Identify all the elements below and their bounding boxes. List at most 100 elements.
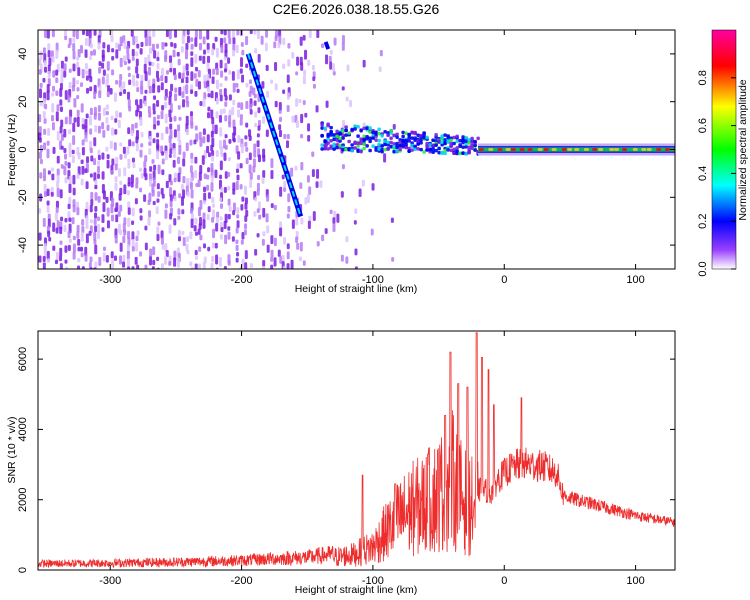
heatmap-cell [404,145,408,150]
heatmap-cell [467,148,471,152]
heatmap-cell [156,226,160,235]
heatmap-cell [50,50,54,58]
heatmap-cell [333,37,337,46]
heatmap-cell [68,68,72,73]
heatmap-cell [335,143,339,147]
heatmap-cell [50,167,54,172]
heatmap-cell [332,217,336,225]
heatmap-cell [218,114,222,123]
heatmap-cell [473,139,477,144]
heatmap-cell [122,146,126,154]
heatmap-cell [338,139,342,143]
heatmap-cell [126,250,130,260]
heatmap-cell [60,133,64,141]
heatmap-cell [127,72,131,78]
heatmap-cell [244,202,248,210]
heatmap-cell [497,148,503,151]
heatmap-cell [190,71,194,81]
heatmap-cell [140,85,144,95]
heatmap-cell [270,264,274,269]
heatmap-cell [256,30,260,40]
heatmap-cell [419,147,423,152]
spectrogram-y-tick-label: -40 [17,237,29,253]
heatmap-cell [144,89,148,94]
heatmap-cell [126,46,130,54]
heatmap-cell [85,70,89,75]
heatmap-cell [244,215,248,222]
heatmap-cell [110,251,114,259]
heatmap-cell [72,187,76,196]
heatmap-cell [93,30,97,36]
heatmap-cell [43,243,47,252]
heatmap-cell [335,129,339,134]
heatmap-cell [68,116,72,125]
heatmap-cell [199,234,203,241]
heatmap-cell [44,103,48,110]
heatmap-cell [407,149,411,153]
heatmap-cell [227,260,231,266]
heatmap-cell [126,244,130,254]
heatmap-cell [93,239,97,245]
heatmap-cell [249,30,253,35]
heatmap-cell [63,166,67,176]
heatmap-cell [410,148,414,152]
heatmap-cell [347,131,351,135]
heatmap-cell [152,30,156,38]
heatmap-cell [326,123,330,128]
upper-short-streak [323,41,331,50]
heatmap-cell [326,137,330,141]
heatmap-cell [135,99,139,106]
heatmap-cell [598,148,604,151]
heatmap-cell [164,150,168,161]
heatmap-cell [111,69,115,76]
heatmap-cell [440,150,444,155]
heatmap-cell [155,206,159,215]
heatmap-cell [52,85,56,92]
heatmap-cell [413,147,417,151]
heatmap-cell [64,35,68,41]
heatmap-cell [64,245,68,253]
heatmap-cell [149,248,153,258]
heatmap-cell [186,177,190,187]
heatmap-cell [39,50,43,60]
heatmap-cell [198,55,202,61]
heatmap-cell [80,44,84,54]
heatmap-cell [391,256,395,262]
heatmap-cell [203,200,207,205]
heatmap-cell [94,206,98,212]
heatmap-cell [169,143,173,150]
heatmap-cell [68,142,72,151]
heatmap-cell [164,42,168,47]
heatmap-cell [96,216,100,222]
heatmap-cell [194,54,198,64]
heatmap-cell [306,193,310,203]
heatmap-cell [67,230,71,239]
heatmap-cell [329,49,333,55]
heatmap-cell [461,145,465,149]
heatmap-cell [325,54,329,65]
heatmap-cell [377,127,381,131]
heatmap-cell [97,173,101,179]
heatmap-cell [295,217,299,226]
heatmap-cell [119,154,123,160]
heatmap-cell [464,136,468,140]
heatmap-cell [88,115,92,126]
heatmap-cell [181,230,185,235]
heatmap-cell [177,156,181,165]
heatmap-cell [346,64,350,72]
heatmap-cell [270,79,274,84]
heatmap-cell [144,71,148,82]
heatmap-cell [365,144,369,148]
heatmap-cell [190,89,194,95]
heatmap-cell [140,172,144,179]
heatmap-cell [97,105,101,113]
heatmap-cell [371,136,375,140]
heatmap-cell [81,225,85,234]
heatmap-cell [443,148,447,153]
heatmap-cell [302,35,306,41]
heatmap-cell [155,70,159,79]
heatmap-cell [190,37,194,42]
heatmap-cell [51,92,55,97]
heatmap-cell [214,124,218,135]
heatmap-cell [240,102,244,110]
